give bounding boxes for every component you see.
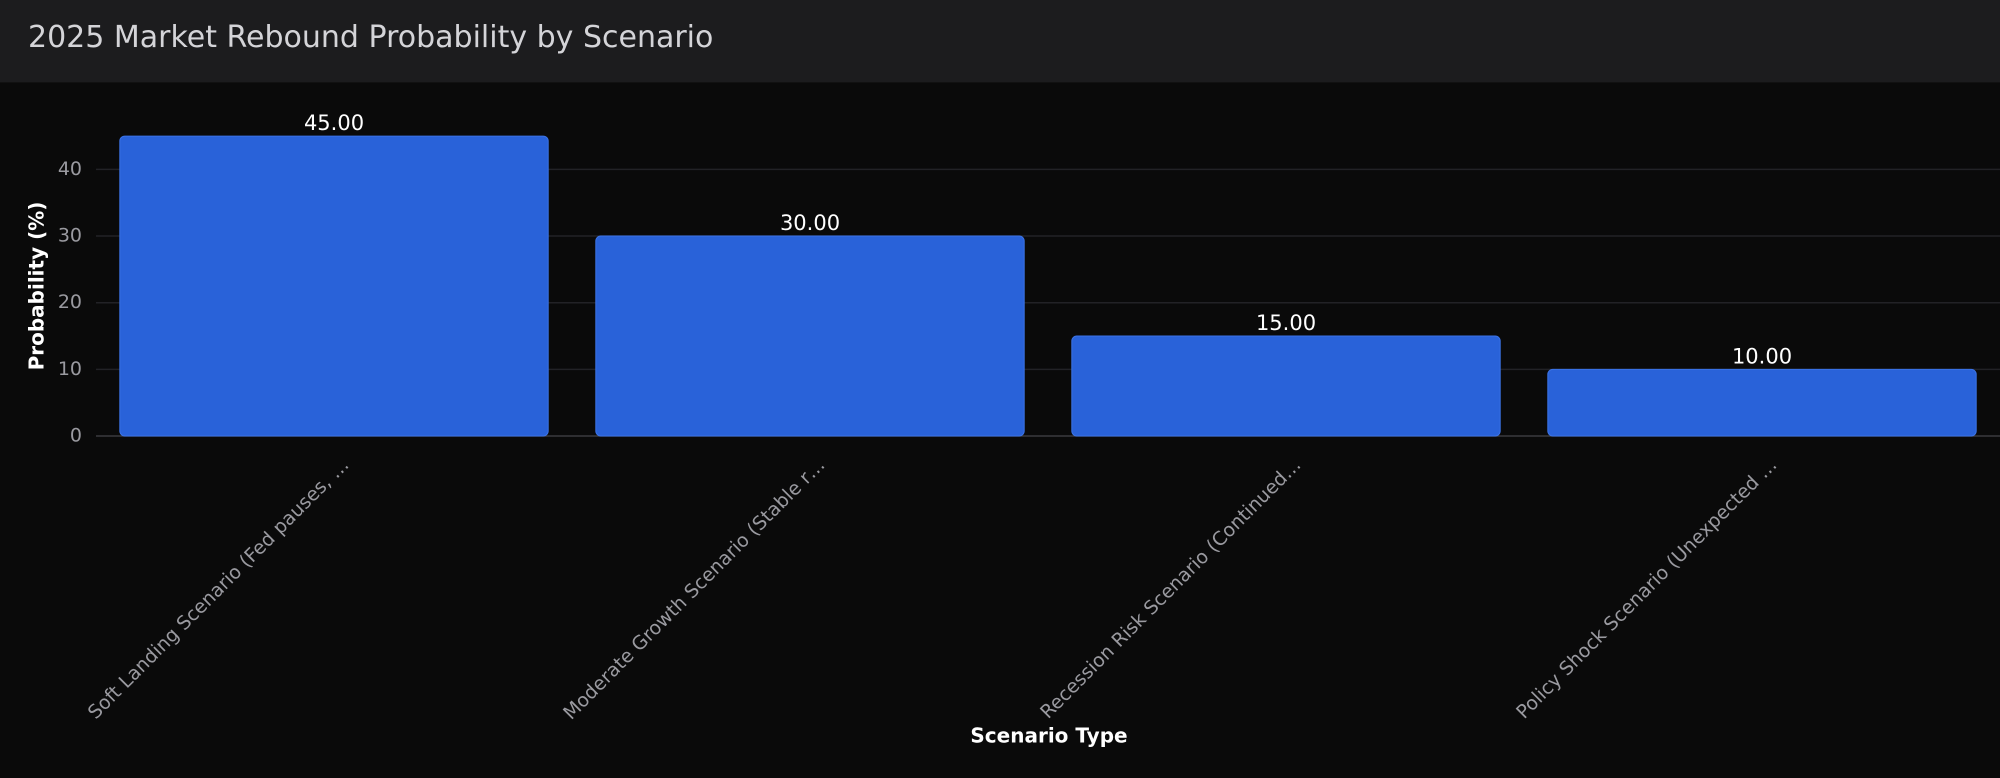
y-tick-label: 10 bbox=[58, 358, 82, 380]
x-axis-title: Scenario Type bbox=[970, 724, 1127, 748]
bar bbox=[1547, 368, 1977, 437]
value-label: 15.00 bbox=[1256, 311, 1316, 335]
x-tick-label: Recession Risk Scenario (Continued… bbox=[1036, 454, 1305, 723]
chart-title: 2025 Market Rebound Probability by Scena… bbox=[28, 20, 714, 55]
x-tick-label: Moderate Growth Scenario (Stable r… bbox=[559, 454, 829, 724]
y-tick-label: 20 bbox=[58, 291, 82, 313]
value-label: 30.00 bbox=[780, 211, 840, 235]
value-label: 10.00 bbox=[1732, 344, 1792, 368]
y-tick-label: 40 bbox=[58, 158, 82, 180]
x-tick-label: Policy Shock Scenario (Unexpected … bbox=[1512, 454, 1781, 723]
y-tick-label: 30 bbox=[58, 225, 82, 247]
bar bbox=[119, 135, 549, 437]
y-axis-title: Probability (%) bbox=[25, 202, 49, 371]
value-label: 45.00 bbox=[304, 111, 364, 135]
x-tick-label: Soft Landing Scenario (Fed pauses, … bbox=[84, 454, 354, 724]
bar bbox=[1071, 335, 1501, 437]
bar bbox=[595, 235, 1025, 437]
header: 2025 Market Rebound Probability by Scena… bbox=[0, 0, 2000, 83]
y-tick-label: 0 bbox=[70, 425, 82, 447]
